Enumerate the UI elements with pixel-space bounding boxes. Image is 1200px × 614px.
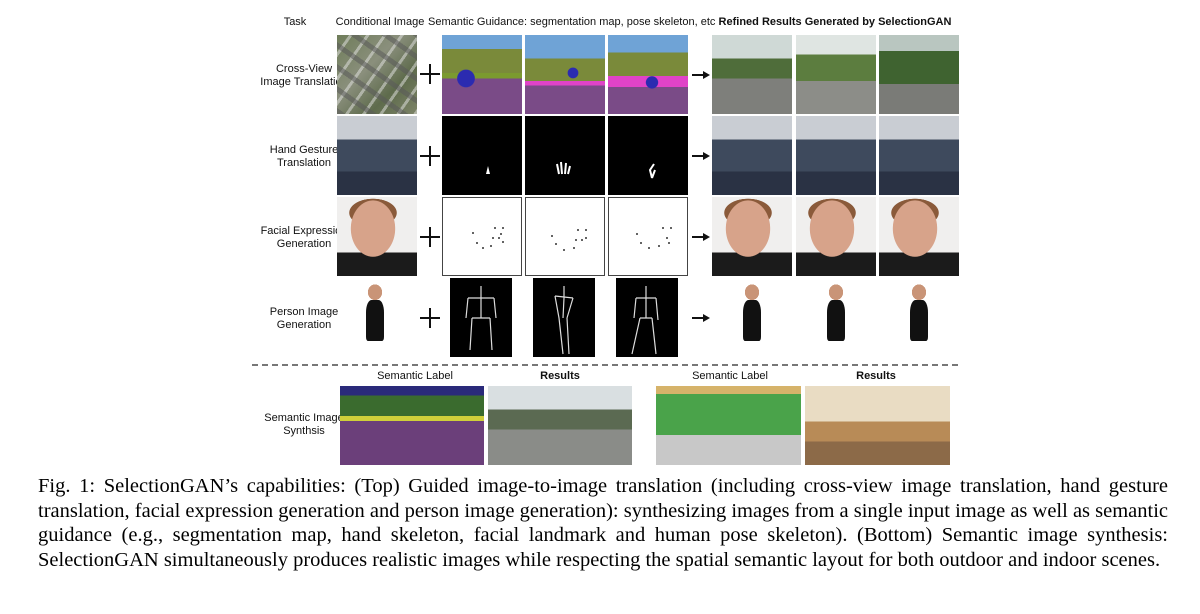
hand-skeleton-drawing <box>486 166 490 174</box>
hand-skeleton-drawing <box>556 161 571 175</box>
facial-landmark-drawing <box>636 227 672 249</box>
conditional-image-hand <box>337 116 417 195</box>
result-street-2 <box>796 35 876 114</box>
arrow-right-icon <box>692 313 710 323</box>
facial-landmark-drawing <box>472 227 504 249</box>
facial-landmark-1 <box>442 197 522 276</box>
conditional-image-person <box>345 278 405 357</box>
label-results-right: Results <box>856 370 896 382</box>
result-street-3 <box>879 35 959 114</box>
figure-caption: Fig. 1: SelectionGAN’s capabilities: (To… <box>38 475 1169 571</box>
segmentation-map-2 <box>525 35 605 114</box>
header-semantic-guidance: Semantic Guidance: segmentation map, pos… <box>428 16 716 28</box>
result-face-1 <box>712 197 792 276</box>
conditional-image-face <box>337 197 417 276</box>
result-face-3 <box>879 197 959 276</box>
facial-landmark-3 <box>608 197 688 276</box>
result-hand-3 <box>879 116 959 195</box>
pose-skeleton-3 <box>616 278 678 357</box>
section-divider <box>252 364 958 366</box>
row-label-person-image: Person Image Generation <box>269 306 339 331</box>
label-results-left: Results <box>540 370 580 382</box>
segmentation-map-3 <box>608 35 688 114</box>
hand-skeleton-drawing <box>648 163 656 179</box>
row-label-hand-gesture: Hand Gesture Translation <box>269 144 339 169</box>
row-label-semantic-synthesis: Semantic Image Synthsis <box>264 412 344 437</box>
arrow-right-icon <box>692 232 710 242</box>
plus-icon <box>420 146 440 166</box>
result-face-2 <box>796 197 876 276</box>
pose-skeleton-drawing <box>631 286 659 355</box>
conditional-image-aerial <box>337 35 417 114</box>
pose-skeleton-1 <box>450 278 512 357</box>
result-street-1 <box>712 35 792 114</box>
semantic-label-outdoor <box>340 386 484 465</box>
facial-landmark-drawing <box>551 229 587 251</box>
result-hand-1 <box>712 116 792 195</box>
label-semantic-label-left: Semantic Label <box>377 370 453 382</box>
result-person-1 <box>722 278 782 357</box>
row-label-cross-view: Cross-View Image Translation <box>260 63 348 88</box>
result-person-3 <box>889 278 949 357</box>
plus-icon <box>420 227 440 247</box>
hand-skeleton-1 <box>442 116 522 195</box>
hand-skeleton-2 <box>525 116 605 195</box>
result-outdoor <box>488 386 632 465</box>
header-conditional-image: Conditional Image <box>335 16 425 28</box>
row-label-facial-expression: Facial Expression Generation <box>260 225 348 250</box>
arrow-right-icon <box>692 70 710 80</box>
result-person-2 <box>806 278 866 357</box>
semantic-label-indoor <box>656 386 801 465</box>
segmentation-map-1 <box>442 35 522 114</box>
facial-landmark-2 <box>525 197 605 276</box>
hand-skeleton-3 <box>608 116 688 195</box>
pose-skeleton-drawing <box>465 286 497 351</box>
result-hand-2 <box>796 116 876 195</box>
plus-icon <box>420 64 440 84</box>
header-task: Task <box>283 16 307 28</box>
pose-skeleton-2 <box>533 278 595 357</box>
plus-icon <box>420 308 440 328</box>
label-semantic-label-right: Semantic Label <box>692 370 768 382</box>
arrow-right-icon <box>692 151 710 161</box>
result-indoor <box>805 386 950 465</box>
pose-skeleton-drawing <box>554 286 574 355</box>
header-refined-results: Refined Results Generated by SelectionGA… <box>718 16 952 28</box>
